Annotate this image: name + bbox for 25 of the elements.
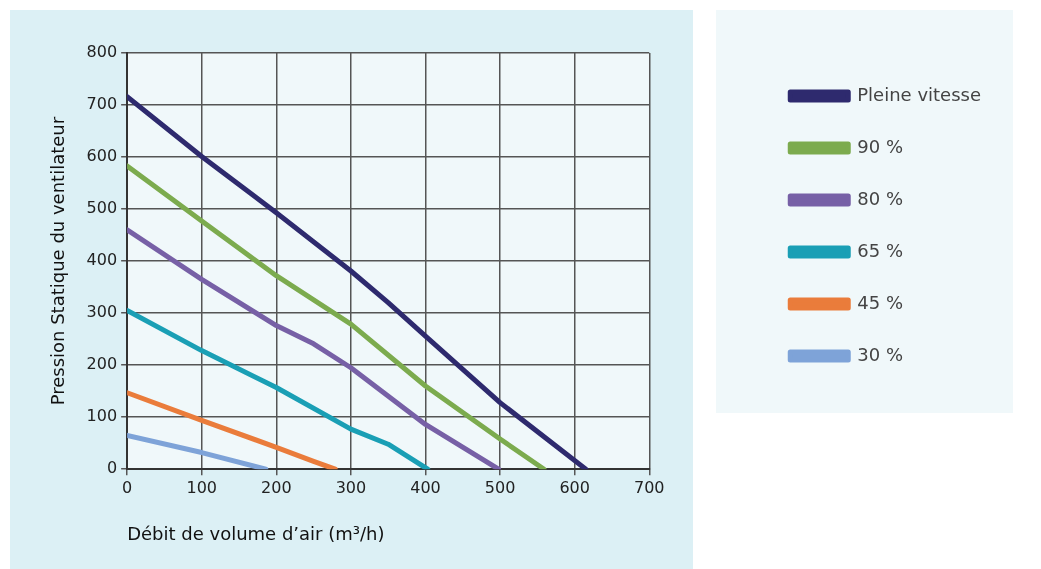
x-tick-label: 300 bbox=[335, 477, 367, 497]
x-tick-label: 500 bbox=[484, 477, 516, 497]
x-tick-label: 400 bbox=[410, 477, 441, 497]
y-tick-label: 700 bbox=[86, 94, 118, 114]
y-tick-label: 100 bbox=[86, 406, 118, 426]
y-tick-label: 800 bbox=[86, 42, 118, 62]
y-tick-label: 400 bbox=[86, 250, 118, 270]
legend-label: 65 % bbox=[857, 239, 903, 261]
legend-label: 80 % bbox=[857, 187, 903, 209]
y-tick-label: 500 bbox=[86, 198, 118, 218]
y-tick-label: 200 bbox=[86, 354, 118, 374]
legend-label: 45 % bbox=[857, 291, 903, 313]
y-axis-title: Pression Statique du ventilateur bbox=[47, 116, 69, 406]
legend-label: Pleine vitesse bbox=[857, 83, 981, 105]
x-tick-label: 200 bbox=[261, 477, 292, 497]
x-axis-title: Débit de volume d’air (m³/h) bbox=[127, 522, 385, 544]
x-tick-label: 100 bbox=[186, 477, 217, 497]
x-tick-label: 0 bbox=[122, 477, 133, 497]
y-tick-label: 300 bbox=[86, 302, 118, 322]
y-tick-label: 0 bbox=[106, 458, 118, 478]
x-tick-label: 600 bbox=[559, 477, 590, 497]
x-tick-label: 700 bbox=[633, 477, 665, 497]
legend-label: 90 % bbox=[857, 135, 903, 157]
legend-label: 30 % bbox=[857, 343, 903, 365]
y-tick-label: 600 bbox=[86, 146, 118, 166]
